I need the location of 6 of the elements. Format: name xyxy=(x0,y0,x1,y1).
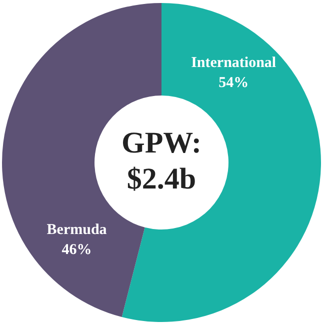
slice-label: International xyxy=(191,54,276,71)
data-label: 54% xyxy=(218,74,249,91)
data-label: 46% xyxy=(62,242,92,258)
text: $2.4b xyxy=(126,162,196,196)
slice-label: Bermuda xyxy=(46,222,108,238)
text: GPW: xyxy=(122,126,202,160)
